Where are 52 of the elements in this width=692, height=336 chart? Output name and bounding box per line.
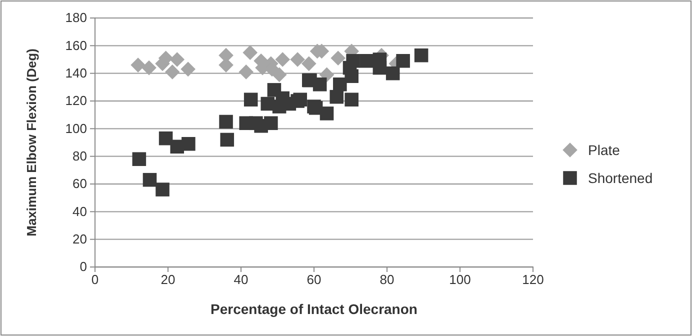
y-tick-label: 0 [80,259,87,274]
point [156,182,170,196]
point [312,78,327,92]
point [242,45,258,60]
y-tick-label: 80 [72,148,87,164]
x-tick-label: 40 [234,272,248,288]
point [182,136,196,151]
point [130,58,146,72]
legend-label: Plate [588,142,620,158]
point [344,92,358,107]
y-tick-label: 60 [72,176,87,192]
legend-label: Shortened [588,170,653,186]
point [142,60,156,76]
point [275,52,290,67]
point [330,90,344,104]
point [244,92,258,107]
point [396,54,410,68]
point [272,67,287,82]
point [220,132,234,147]
point [180,62,196,77]
x-tick-label: 60 [306,272,322,288]
point [320,106,334,120]
point [330,50,346,66]
point [414,48,428,62]
point [238,64,254,80]
point [386,66,400,80]
y-tick-label: 20 [72,231,87,246]
y-tick-label: 100 [65,120,87,136]
point [132,152,146,166]
point [264,116,278,130]
y-tick-label: 140 [65,65,87,80]
x-tick-label: 20 [160,272,176,288]
y-axis-title: Maximum Elbow Flexion (Deg) [24,48,39,236]
point [164,64,180,80]
y-tick-label: 180 [65,10,87,26]
x-axis-title: Percentage of Intact Olecranon [210,301,418,317]
point [290,52,305,67]
x-tick-label: 0 [91,272,99,288]
point [293,92,308,107]
y-tick-label: 160 [65,38,87,53]
point [301,56,316,72]
point [372,60,387,75]
point [219,114,233,129]
point [142,172,157,187]
point [346,54,360,68]
y-tick-label: 40 [72,204,87,219]
x-tick-label: 120 [522,272,544,288]
x-tick-label: 100 [449,272,471,288]
point [360,54,374,68]
x-tick-label: 80 [380,272,394,288]
y-tick-label: 120 [65,93,87,108]
point [170,52,185,67]
